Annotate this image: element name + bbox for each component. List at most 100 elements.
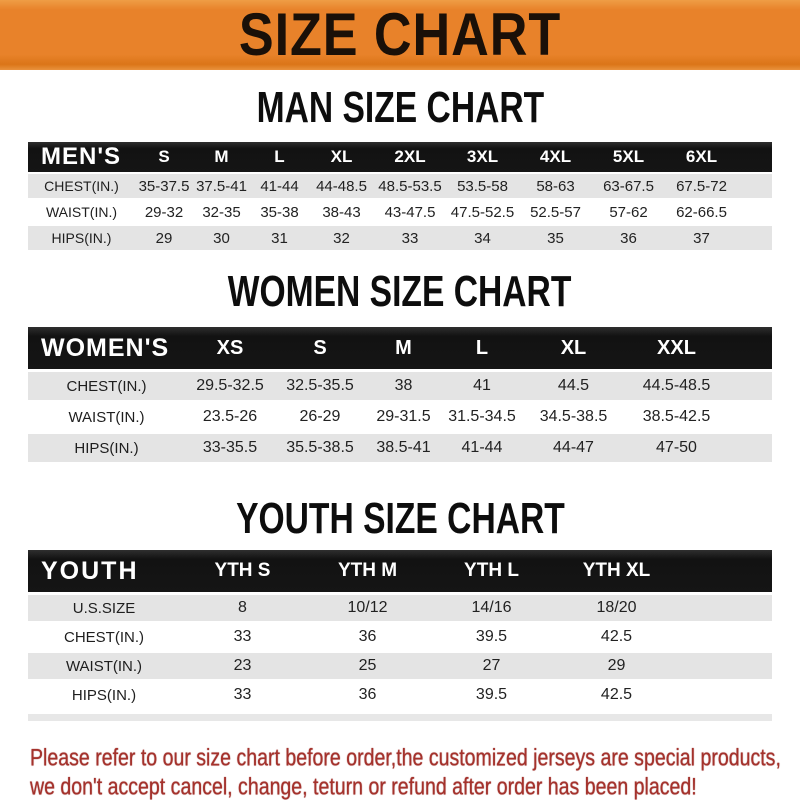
spacer-cell <box>680 653 772 679</box>
size-value-cell: 52.5-57 <box>519 200 592 224</box>
size-column-header: XL <box>309 142 374 172</box>
women-size-table: WOMEN'S XS S M L XL XXL CHEST(IN.) 29.5-… <box>28 324 772 465</box>
row-label: CHEST(IN.) <box>28 174 135 198</box>
size-column-header: S <box>275 327 365 369</box>
size-value-cell: 30 <box>193 226 250 250</box>
size-value-cell: 33-35.5 <box>185 434 275 462</box>
size-value-cell: 29.5-32.5 <box>185 372 275 400</box>
row-label: U.S.SIZE <box>28 595 180 621</box>
spacer-cell <box>728 372 772 400</box>
women-hips-row: HIPS(IN.) 33-35.5 35.5-38.5 38.5-41 41-4… <box>28 434 772 462</box>
men-table-corner-label: MEN'S <box>28 142 135 172</box>
size-value-cell: 62-66.5 <box>665 200 738 224</box>
size-value-cell: 57-62 <box>592 200 665 224</box>
youth-table-corner-label: YOUTH <box>28 550 180 592</box>
spacer-cell <box>738 174 772 198</box>
size-value-cell: 67.5-72 <box>665 174 738 198</box>
youth-chest-row: CHEST(IN.) 33 36 39.5 42.5 <box>28 624 772 650</box>
size-value-cell: 29 <box>553 653 680 679</box>
row-label: HIPS(IN.) <box>28 434 185 462</box>
size-value-cell: 41-44 <box>250 174 309 198</box>
man-section-heading: MAN SIZE CHART <box>0 82 800 132</box>
size-value-cell: 47-50 <box>625 434 728 462</box>
youth-section-heading: YOUTH SIZE CHART <box>0 493 800 543</box>
size-value-cell: 35 <box>519 226 592 250</box>
size-value-cell: 29 <box>135 226 193 250</box>
row-label: HIPS(IN.) <box>28 226 135 250</box>
size-value-cell: 38-43 <box>309 200 374 224</box>
size-value-cell: 31 <box>250 226 309 250</box>
size-value-cell: 48.5-53.5 <box>374 174 446 198</box>
size-value-cell: 32 <box>309 226 374 250</box>
spacer-cell <box>738 226 772 250</box>
women-section-heading: WOMEN SIZE CHART <box>0 266 800 316</box>
size-column-header: YTH L <box>430 550 553 592</box>
size-value-cell: 32.5-35.5 <box>275 372 365 400</box>
disclaimer: Please refer to our size chart before or… <box>0 743 800 800</box>
size-value-cell: 39.5 <box>430 682 553 708</box>
youth-size-table: YOUTH YTH S YTH M YTH L YTH XL U.S.SIZE … <box>28 547 772 711</box>
size-column-header: 6XL <box>665 142 738 172</box>
youth-heading-text: YOUTH SIZE CHART <box>235 493 565 543</box>
spacer-cell <box>680 550 772 592</box>
size-value-cell: 10/12 <box>305 595 430 621</box>
row-label: HIPS(IN.) <box>28 682 180 708</box>
size-value-cell: 31.5-34.5 <box>442 403 522 431</box>
size-value-cell: 41-44 <box>442 434 522 462</box>
size-value-cell: 44-47 <box>522 434 625 462</box>
size-column-header: YTH S <box>180 550 305 592</box>
women-heading-text: WOMEN SIZE CHART <box>228 266 572 316</box>
men-chest-row: CHEST(IN.) 35-37.5 37.5-41 41-44 44-48.5… <box>28 174 772 198</box>
size-value-cell: 32-35 <box>193 200 250 224</box>
men-size-table: MEN'S S M L XL 2XL 3XL 4XL 5XL 6XL CHEST… <box>28 140 772 252</box>
row-label: WAIST(IN.) <box>28 403 185 431</box>
disclaimer-line1-text: Please refer to our size chart before or… <box>30 743 781 771</box>
youth-ussize-row: U.S.SIZE 8 10/12 14/16 18/20 <box>28 595 772 621</box>
size-value-cell: 58-63 <box>519 174 592 198</box>
size-value-cell: 14/16 <box>430 595 553 621</box>
spacer-cell <box>728 434 772 462</box>
size-value-cell: 29-32 <box>135 200 193 224</box>
size-value-cell: 36 <box>305 624 430 650</box>
size-column-header: YTH XL <box>553 550 680 592</box>
youth-waist-row: WAIST(IN.) 23 25 27 29 <box>28 653 772 679</box>
size-value-cell: 63-67.5 <box>592 174 665 198</box>
size-value-cell: 38 <box>365 372 442 400</box>
size-column-header: XS <box>185 327 275 369</box>
size-value-cell: 29-31.5 <box>365 403 442 431</box>
size-value-cell: 35-38 <box>250 200 309 224</box>
women-header-row: WOMEN'S XS S M L XL XXL <box>28 327 772 369</box>
men-waist-row: WAIST(IN.) 29-32 32-35 35-38 38-43 43-47… <box>28 200 772 224</box>
size-value-cell: 42.5 <box>553 682 680 708</box>
size-value-cell: 36 <box>592 226 665 250</box>
youth-table-bottom-edge <box>28 714 772 721</box>
row-label: WAIST(IN.) <box>28 200 135 224</box>
size-value-cell: 34.5-38.5 <box>522 403 625 431</box>
man-heading-text: MAN SIZE CHART <box>256 82 544 132</box>
size-value-cell: 27 <box>430 653 553 679</box>
size-value-cell: 36 <box>305 682 430 708</box>
size-column-header: 4XL <box>519 142 592 172</box>
size-value-cell: 39.5 <box>430 624 553 650</box>
size-value-cell: 35-37.5 <box>135 174 193 198</box>
size-value-cell: 44.5 <box>522 372 625 400</box>
row-label: WAIST(IN.) <box>28 653 180 679</box>
size-value-cell: 26-29 <box>275 403 365 431</box>
disclaimer-line2-text: we don't accept cancel, change, teturn o… <box>30 772 697 800</box>
size-column-header: M <box>365 327 442 369</box>
youth-hips-row: HIPS(IN.) 33 36 39.5 42.5 <box>28 682 772 708</box>
size-value-cell: 8 <box>180 595 305 621</box>
spacer-cell <box>680 595 772 621</box>
size-column-header: XXL <box>625 327 728 369</box>
men-header-row: MEN'S S M L XL 2XL 3XL 4XL 5XL 6XL <box>28 142 772 172</box>
size-value-cell: 33 <box>180 624 305 650</box>
size-value-cell: 18/20 <box>553 595 680 621</box>
size-value-cell: 35.5-38.5 <box>275 434 365 462</box>
size-chart-banner: SIZE CHART <box>0 0 800 70</box>
spacer-cell <box>738 142 772 172</box>
women-chest-row: CHEST(IN.) 29.5-32.5 32.5-35.5 38 41 44.… <box>28 372 772 400</box>
size-column-header: L <box>442 327 522 369</box>
size-value-cell: 33 <box>374 226 446 250</box>
size-value-cell: 43-47.5 <box>374 200 446 224</box>
size-value-cell: 41 <box>442 372 522 400</box>
